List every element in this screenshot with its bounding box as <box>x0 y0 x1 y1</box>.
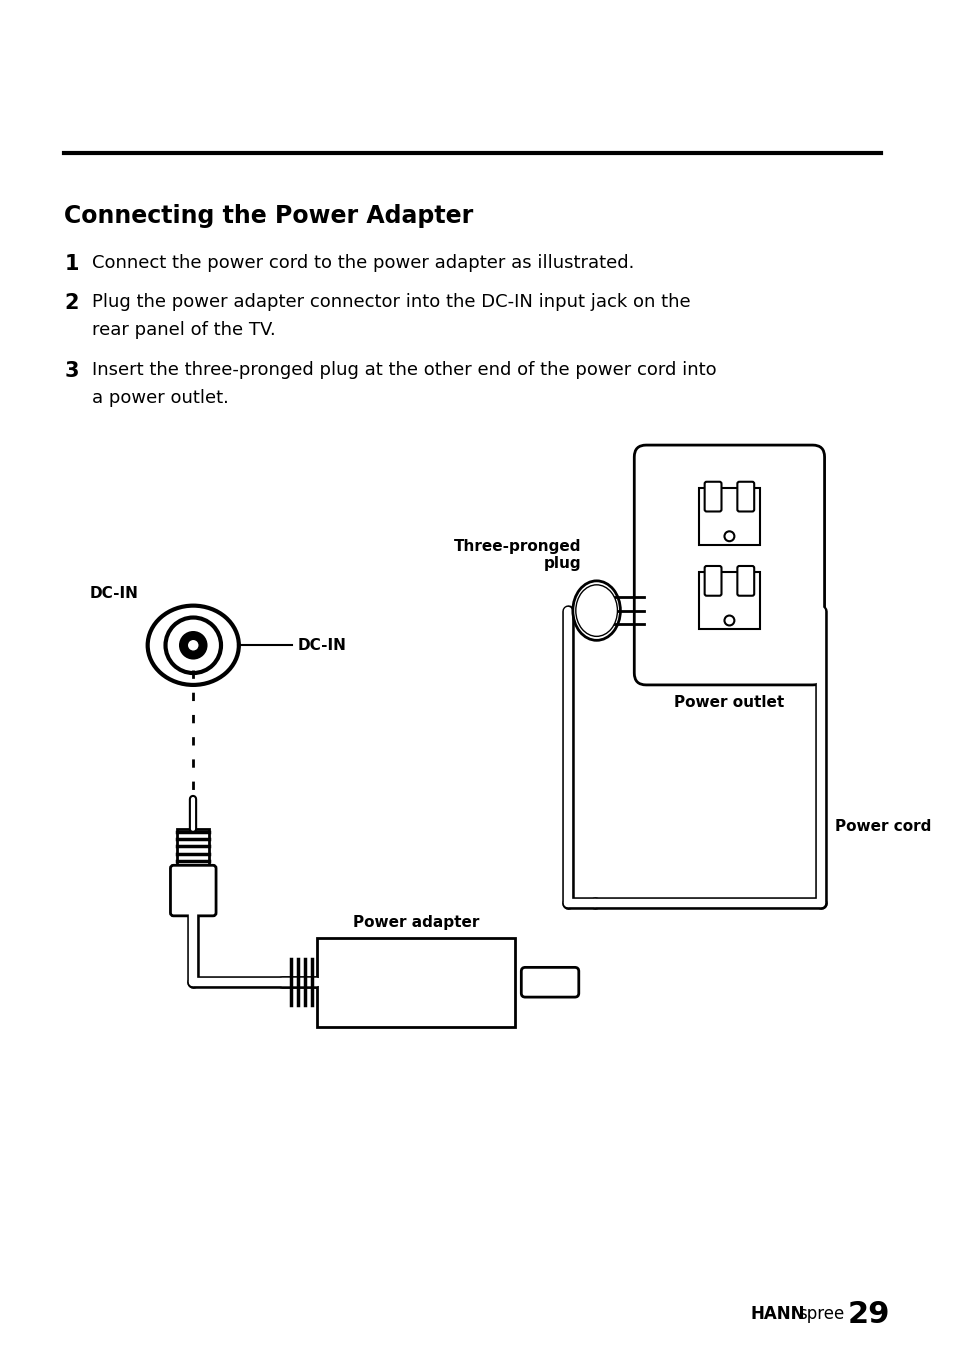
FancyBboxPatch shape <box>737 566 754 596</box>
Text: Insert the three-pronged plug at the other end of the power cord into: Insert the three-pronged plug at the oth… <box>92 361 716 379</box>
Text: Power outlet: Power outlet <box>674 695 783 710</box>
Text: Plug the power adapter connector into the DC-IN input jack on the: Plug the power adapter connector into th… <box>92 293 690 311</box>
FancyBboxPatch shape <box>316 938 515 1026</box>
Text: 2: 2 <box>65 293 79 314</box>
Text: Three-pronged
plug: Three-pronged plug <box>454 538 581 571</box>
FancyBboxPatch shape <box>698 572 760 630</box>
FancyBboxPatch shape <box>737 481 754 511</box>
Ellipse shape <box>572 581 619 641</box>
Ellipse shape <box>576 585 617 637</box>
Circle shape <box>723 531 734 541</box>
Text: Connecting the Power Adapter: Connecting the Power Adapter <box>65 204 474 228</box>
Text: Power adapter: Power adapter <box>353 915 479 930</box>
Text: rear panel of the TV.: rear panel of the TV. <box>92 322 275 339</box>
Text: DC-IN: DC-IN <box>90 585 138 600</box>
Text: 1: 1 <box>65 254 79 274</box>
Ellipse shape <box>148 606 238 685</box>
FancyBboxPatch shape <box>177 831 209 868</box>
FancyBboxPatch shape <box>520 968 578 998</box>
Text: DC-IN: DC-IN <box>297 638 346 653</box>
Circle shape <box>165 618 221 673</box>
FancyBboxPatch shape <box>634 445 823 685</box>
FancyBboxPatch shape <box>704 481 720 511</box>
FancyBboxPatch shape <box>704 566 720 596</box>
Text: a power outlet.: a power outlet. <box>92 388 229 407</box>
Text: Power cord: Power cord <box>835 819 931 834</box>
Text: Connect the power cord to the power adapter as illustrated.: Connect the power cord to the power adap… <box>92 254 634 272</box>
FancyBboxPatch shape <box>698 488 760 545</box>
Text: HANN: HANN <box>749 1305 804 1324</box>
FancyBboxPatch shape <box>177 829 209 831</box>
Text: 29: 29 <box>846 1299 889 1329</box>
Circle shape <box>187 639 199 652</box>
Text: 3: 3 <box>65 361 79 381</box>
Circle shape <box>180 633 206 658</box>
Text: spree: spree <box>797 1305 843 1324</box>
Circle shape <box>723 615 734 626</box>
FancyBboxPatch shape <box>171 865 215 915</box>
